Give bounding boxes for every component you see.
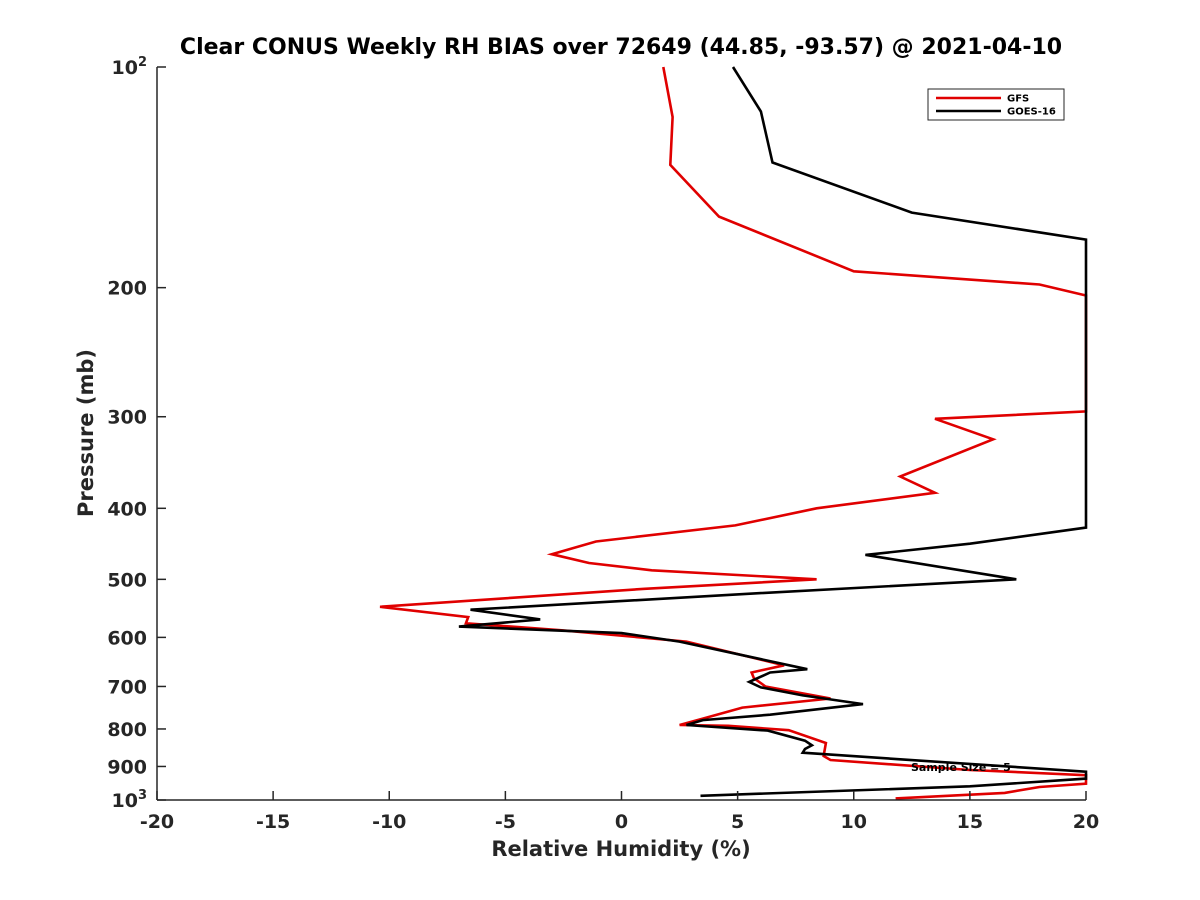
y-tick-label: 500 <box>107 569 147 591</box>
x-tick-label: 20 <box>1073 811 1099 833</box>
x-tick-label: 0 <box>615 811 628 833</box>
plot-area-frame <box>157 67 1086 800</box>
x-tick-label: 5 <box>731 811 744 833</box>
x-tick-label: -15 <box>256 811 290 833</box>
chart-title: Clear CONUS Weekly RH BIAS over 72649 (4… <box>180 35 1062 60</box>
plot-lines <box>379 66 1088 800</box>
series-line-goes-16 <box>458 66 1088 798</box>
legend-entry-label: GFS <box>1007 94 1029 105</box>
x-tick-label: 15 <box>957 811 983 833</box>
y-tick-label: 700 <box>107 676 147 698</box>
y-tick-label: 300 <box>107 407 147 429</box>
y-tick-label: 102 <box>112 55 148 79</box>
y-tick-label: 400 <box>107 498 147 520</box>
y-axis-label: Pressure (mb) <box>74 349 98 517</box>
legend: GFS GOES-16 <box>927 88 1065 121</box>
sample-size-annotation: Sample Size = 5 <box>911 761 1011 774</box>
y-tick-label: 200 <box>107 278 147 300</box>
y-tick-label: 103 <box>112 788 148 812</box>
x-tick-label: -20 <box>140 811 174 833</box>
x-tick-label: -10 <box>372 811 406 833</box>
y-tick-label: 900 <box>107 756 147 778</box>
x-axis-ticks: -20 -15 -10 -5 0 5 10 15 20 <box>140 791 1099 833</box>
y-tick-label: 800 <box>107 719 147 741</box>
x-axis-label: Relative Humidity (%) <box>491 837 750 861</box>
x-tick-label: 10 <box>841 811 867 833</box>
series-line-gfs <box>379 66 1088 800</box>
y-tick-label: 600 <box>107 627 147 649</box>
x-tick-label: -5 <box>495 811 516 833</box>
legend-entry-label: GOES-16 <box>1007 107 1056 118</box>
legend-box <box>927 88 1065 121</box>
y-axis-ticks: 102 200 300 400 500 600 700 800 900 103 <box>107 55 166 812</box>
